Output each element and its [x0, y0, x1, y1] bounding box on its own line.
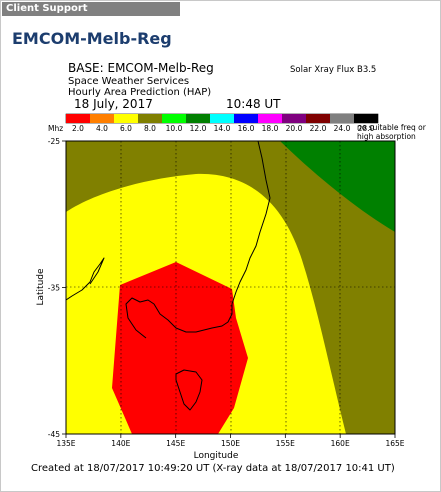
map-date: 18 July, 2017	[74, 97, 153, 111]
legend-swatch-10.0	[162, 114, 186, 123]
lon-tick-label-135E: 135E	[56, 439, 75, 448]
latitude-axis-label: Latitude	[36, 268, 46, 306]
legend-swatch-28.0	[354, 114, 378, 123]
zone-red	[112, 262, 248, 434]
lon-tick-label-150E: 150E	[221, 439, 240, 448]
map-org-line: Space Weather Services	[68, 76, 189, 87]
section-header: Client Support	[2, 2, 180, 16]
prediction-zones	[66, 141, 395, 434]
legend-label-28.0: 28.0	[358, 124, 375, 133]
legend-swatch-22.0	[306, 114, 330, 123]
longitude-axis-label: Longitude	[194, 451, 239, 461]
legend-swatch-18.0	[258, 114, 282, 123]
zone-green	[280, 141, 395, 232]
page-title: EMCOM-Melb-Reg	[12, 29, 172, 48]
lat-tick-label-25: -25	[48, 137, 60, 146]
legend-label-16.0: 16.0	[238, 124, 255, 133]
legend-nofreq-label: no suitable freq or	[357, 123, 427, 132]
lon-tick-label-155E: 155E	[276, 439, 295, 448]
solar-flux-label: Solar Xray Flux B3.5	[290, 65, 376, 75]
legend-swatch-24.0	[330, 114, 354, 123]
latitude-axis: -25 -35 -45	[48, 137, 66, 439]
map-gridlines	[66, 141, 395, 434]
legend-label-2.0: 2.0	[72, 124, 84, 133]
lon-tick-label-145E: 145E	[166, 439, 185, 448]
map-product-line: Hourly Area Prediction (HAP)	[68, 87, 211, 98]
legend-swatch-12.0	[186, 114, 210, 123]
legend-swatch-2.0	[66, 114, 90, 123]
coastline	[66, 141, 271, 411]
lon-tick-label-140E: 140E	[111, 439, 130, 448]
legend-label-10.0: 10.0	[166, 124, 183, 133]
map-time: 10:48 UT	[226, 97, 281, 111]
legend-label-6.0: 6.0	[120, 124, 132, 133]
legend-swatch-16.0	[234, 114, 258, 123]
legend-label-4.0: 4.0	[96, 124, 108, 133]
legend-label-8.0: 8.0	[144, 124, 156, 133]
legend-swatch-20.0	[282, 114, 306, 123]
legend-swatch-6.0	[114, 114, 138, 123]
legend-unit: Mhz	[48, 124, 63, 133]
legend-swatch-14.0	[210, 114, 234, 123]
legend-label-24.0: 24.0	[334, 124, 351, 133]
frequency-legend: Mhz no suitable freq or high absorption …	[48, 113, 427, 141]
legend-label-18.0: 18.0	[262, 124, 279, 133]
lon-tick-label-160E: 160E	[331, 439, 350, 448]
map-footer: Created at 18/07/2017 10:49:20 UT (X-ray…	[31, 463, 395, 474]
longitude-axis: 135E 140E 145E 150E 155E 160E 165E	[56, 434, 405, 448]
map-base-line: BASE: EMCOM-Melb-Reg	[68, 61, 214, 75]
lat-tick-label-45: -45	[48, 430, 60, 439]
legend-label-12.0: 12.0	[190, 124, 207, 133]
lon-tick-label-165E: 165E	[385, 439, 404, 448]
legend-swatch-4.0	[90, 114, 114, 123]
legend-label-14.0: 14.0	[214, 124, 231, 133]
lat-tick-label-35: -35	[48, 284, 60, 293]
legend-label-20.0: 20.0	[286, 124, 303, 133]
legend-absorption-label: high absorption	[357, 132, 416, 141]
legend-label-22.0: 22.0	[310, 124, 327, 133]
legend-swatch-8.0	[138, 114, 162, 123]
